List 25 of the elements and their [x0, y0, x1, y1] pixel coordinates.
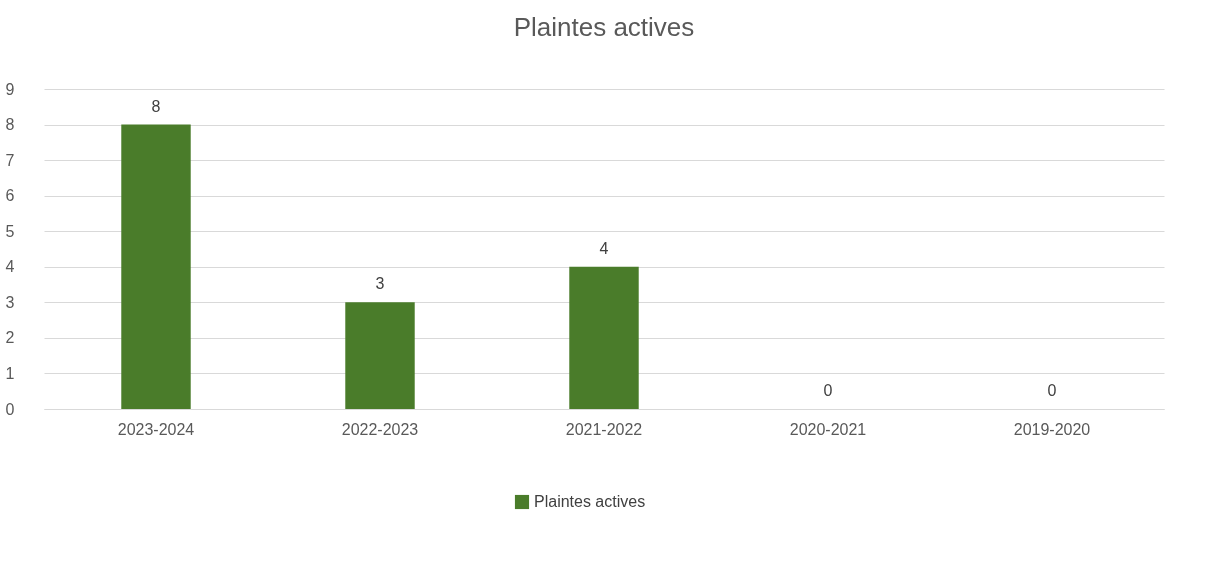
y-tick-label: 1 [5, 364, 15, 382]
y-tick-label: 3 [5, 293, 15, 311]
y-tick-label: 0 [5, 400, 15, 418]
x-tick-label: 2021-2022 [565, 420, 643, 438]
legend-label: Plaintes actives [534, 493, 646, 510]
data-label: 0 [1047, 382, 1057, 399]
x-tick-label: 2020-2021 [789, 420, 867, 438]
chart-title: Plaintes actives [513, 12, 695, 42]
data-label: 4 [599, 239, 609, 257]
x-tick-label: 2022-2023 [341, 420, 419, 438]
x-tick-label: 2023-2024 [117, 420, 195, 438]
x-tick-label: 2019-2020 [1013, 420, 1091, 438]
data-label: 0 [823, 382, 833, 399]
y-tick-label: 5 [5, 222, 15, 240]
bar [121, 124, 191, 409]
bar [569, 266, 639, 409]
y-tick-label: 4 [5, 258, 15, 276]
y-tick-label: 8 [5, 116, 15, 134]
y-tick-label: 2 [5, 329, 15, 347]
y-tick-label: 9 [5, 80, 15, 98]
data-label: 3 [375, 275, 385, 293]
y-tick-label: 6 [5, 187, 15, 205]
y-tick-label: 7 [5, 151, 15, 169]
data-label: 8 [151, 97, 161, 115]
bar [345, 302, 415, 409]
